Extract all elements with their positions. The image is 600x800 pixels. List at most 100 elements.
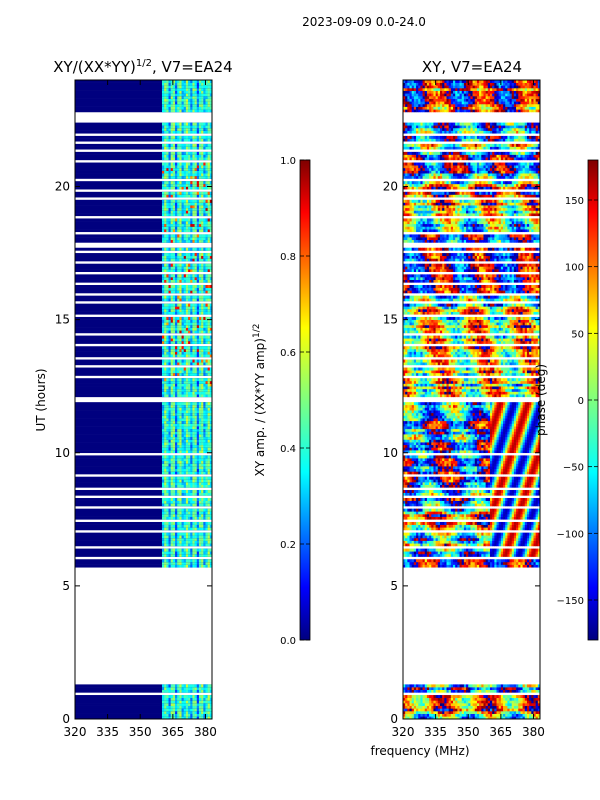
heat-cell xyxy=(192,205,195,209)
heat-cell xyxy=(172,157,176,161)
heat-cell xyxy=(205,388,208,392)
heat-cell xyxy=(446,711,449,714)
heat-cell xyxy=(457,687,460,691)
heat-cell xyxy=(403,553,406,557)
heat-cell xyxy=(179,492,182,496)
heat-cell xyxy=(516,713,519,717)
heat-cell xyxy=(483,708,486,712)
heat-cell xyxy=(190,394,193,398)
heat-cell xyxy=(201,85,204,89)
heat-cell xyxy=(209,492,212,496)
heat-cell xyxy=(179,697,182,701)
heat-cell xyxy=(198,394,202,398)
heat-cell xyxy=(170,378,174,382)
heat-cell xyxy=(188,426,191,430)
heat-cell xyxy=(179,130,182,134)
heat-cell xyxy=(185,303,189,307)
heat-cell xyxy=(164,157,167,161)
heat-cell xyxy=(183,303,187,307)
heat-cell xyxy=(164,442,167,446)
heat-cell xyxy=(201,447,204,451)
heat-cell xyxy=(172,378,176,382)
heat-cell xyxy=(161,415,165,419)
heat-cell xyxy=(185,420,189,424)
heat-cell xyxy=(177,274,180,278)
heat-cell xyxy=(185,466,189,470)
heat-cell xyxy=(161,205,165,209)
heat-cell xyxy=(188,351,191,355)
heat-cell xyxy=(175,173,178,177)
heat-cell xyxy=(196,85,200,89)
heat-cell xyxy=(190,444,193,448)
heat-cell xyxy=(429,695,432,698)
heat-cell xyxy=(203,511,206,515)
heat-cell xyxy=(192,279,195,283)
heat-cell xyxy=(209,436,212,440)
heat-cell xyxy=(170,559,174,563)
heat-cell xyxy=(166,322,169,326)
heat-cell xyxy=(179,370,182,374)
heat-cell xyxy=(509,564,513,568)
heat-cell xyxy=(166,471,169,475)
heat-cell xyxy=(466,561,469,565)
heat-cell xyxy=(531,708,534,712)
heat-cell xyxy=(433,713,436,717)
heat-cell xyxy=(170,205,174,209)
heat-cell xyxy=(196,458,200,462)
heat-cell xyxy=(175,687,178,691)
heat-cell xyxy=(179,221,182,225)
heat-cell xyxy=(209,532,212,536)
heat-cell xyxy=(166,479,169,483)
heat-cell xyxy=(170,287,174,291)
heat-cell xyxy=(203,90,206,94)
heat-row-bg xyxy=(75,324,212,328)
heat-cell xyxy=(183,316,187,320)
heat-row-bg xyxy=(75,466,212,470)
heat-cell xyxy=(205,442,208,446)
heat-cell xyxy=(179,290,182,294)
heat-cell xyxy=(183,687,187,691)
heat-cell xyxy=(203,434,206,438)
heat-cell xyxy=(203,106,206,110)
heat-cell xyxy=(172,476,176,480)
heat-row-bg xyxy=(75,527,212,531)
heat-cell xyxy=(405,697,408,701)
heat-cell xyxy=(207,513,211,517)
heat-cell xyxy=(166,348,169,352)
heat-cell xyxy=(185,167,189,171)
heat-cell xyxy=(183,524,187,528)
heat-cell xyxy=(485,684,489,688)
heat-cell xyxy=(205,516,208,520)
heat-cell xyxy=(196,402,200,406)
heat-cell xyxy=(474,689,478,693)
heat-cell xyxy=(183,498,187,501)
heat-cell xyxy=(429,540,432,544)
heat-cell xyxy=(531,705,534,709)
heat-cell xyxy=(168,428,171,432)
heat-cell xyxy=(476,711,480,714)
heat-cell xyxy=(196,101,200,105)
heat-cell xyxy=(457,695,460,698)
heat-cell xyxy=(203,713,206,717)
heat-cell xyxy=(179,543,182,547)
heat-cell xyxy=(453,703,456,706)
heat-cell xyxy=(470,697,473,701)
heat-cell xyxy=(166,207,169,211)
heat-cell xyxy=(181,338,185,342)
heat-cell xyxy=(496,559,499,563)
heat-cell xyxy=(177,500,180,504)
heat-cell xyxy=(181,511,185,515)
heat-cell xyxy=(161,697,165,701)
heat-cell xyxy=(175,186,178,190)
heat-cell xyxy=(201,287,204,291)
heat-cell xyxy=(444,697,447,701)
heat-cell xyxy=(507,684,510,688)
heat-cell xyxy=(164,521,167,525)
heat-cell xyxy=(161,308,165,312)
heat-cell xyxy=(205,543,208,547)
heat-cell xyxy=(529,689,532,693)
heat-cell xyxy=(520,687,523,691)
heat-cell xyxy=(526,705,530,709)
heat-cell xyxy=(503,700,506,704)
heat-cell xyxy=(185,412,189,416)
